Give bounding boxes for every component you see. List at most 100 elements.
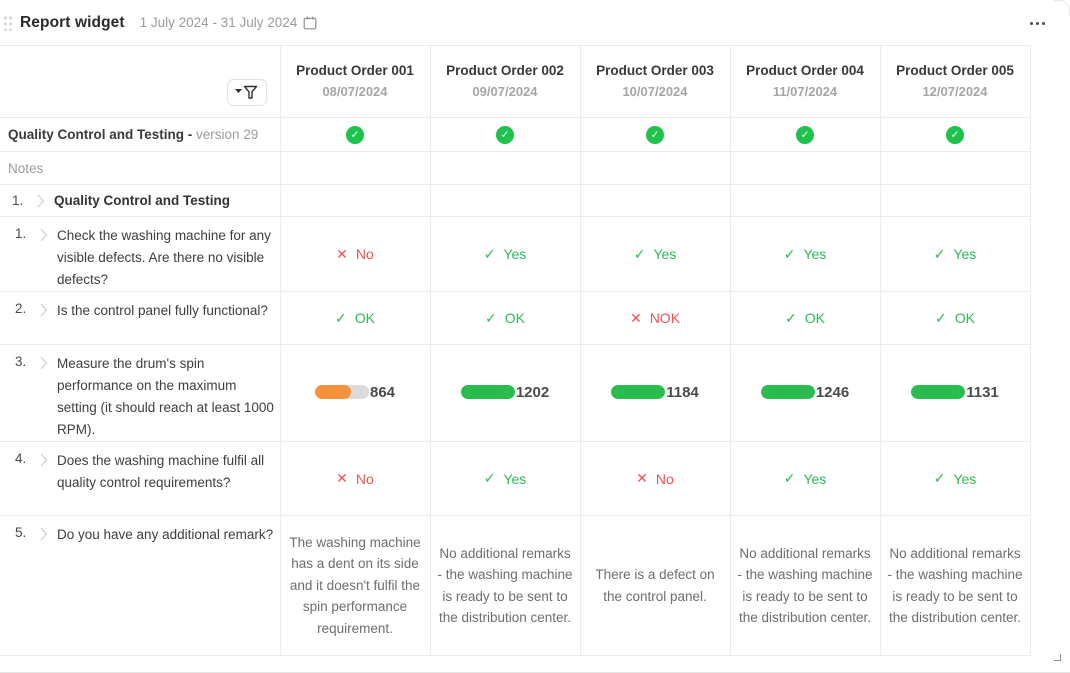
- column-header-name: Product Order 004: [746, 63, 864, 78]
- answer-cell: ✓ OK: [429, 291, 581, 345]
- answer-cell: ✓ Yes: [429, 216, 581, 292]
- status-cell: ✓: [429, 117, 581, 152]
- rpm-bar-cell: 1246: [729, 344, 881, 442]
- cross-icon: ✕: [336, 470, 348, 486]
- check-icon: ✓: [783, 470, 796, 486]
- answer-value: ✓ Yes: [484, 470, 527, 487]
- table-header-row: Product Order 001 08/07/2024 Product Order…: [0, 45, 1031, 118]
- widget-options-button[interactable]: [1027, 19, 1048, 28]
- answer-label: OK: [954, 310, 975, 326]
- column-header-date: 12/07/2024: [922, 84, 988, 99]
- question-expand-chevron-icon[interactable]: [40, 228, 48, 242]
- rpm-value: 864: [369, 383, 396, 401]
- column-header-product-order: Product Order 003 10/07/2024: [579, 45, 731, 118]
- question-text: Does the washing machine fulfil all qual…: [57, 453, 265, 490]
- question-expand-chevron-icon[interactable]: [40, 356, 48, 370]
- answer-label: OK: [504, 310, 525, 326]
- answer-value: ✕ NOK: [630, 310, 680, 327]
- answer-value: ✓ Yes: [784, 470, 827, 487]
- date-range-picker[interactable]: 1 July 2024 - 31 July 2024: [140, 15, 318, 30]
- rpm-bar: 1131: [911, 384, 999, 401]
- resize-handle[interactable]: [1054, 654, 1061, 661]
- check-circle-icon: ✓: [496, 125, 514, 144]
- rpm-value: 1131: [966, 383, 999, 401]
- answer-label: Yes: [803, 470, 827, 487]
- section-empty-cell: [729, 184, 881, 217]
- notes-row: Notes: [0, 151, 1031, 185]
- question-label-cell: 1. Check the washing machine for any visi…: [0, 216, 281, 292]
- remark-text: No additional remarks - the washing mach…: [437, 545, 573, 626]
- answer-label: Yes: [653, 246, 677, 262]
- check-icon: ✓: [483, 470, 496, 486]
- remark-cell: No additional remarks - the washing mach…: [429, 515, 581, 656]
- section-empty-cell: [429, 184, 581, 217]
- notes-label-cell: Notes: [0, 151, 281, 185]
- column-header-date: 11/07/2024: [772, 84, 838, 99]
- check-icon: ✓: [783, 245, 796, 262]
- question-number: 2.: [15, 301, 27, 316]
- answer-label: OK: [354, 310, 375, 326]
- question-number: 5.: [15, 525, 27, 540]
- status-cell: ✓: [579, 117, 731, 152]
- question-flex: 1. Check the washing machine for any visi…: [0, 225, 280, 291]
- filter-button[interactable]: [226, 79, 267, 106]
- check-circle-icon: ✓: [796, 125, 814, 144]
- answer-label: Yes: [953, 470, 977, 487]
- question-text: Check the washing machine for any visibl…: [57, 228, 271, 287]
- rpm-bar-cell: 1202: [429, 344, 581, 442]
- answer-label: Yes: [503, 470, 527, 487]
- question-expand-chevron-icon[interactable]: [40, 527, 48, 541]
- answer-value: ✓ OK: [935, 310, 975, 327]
- question-flex: 5. Do you have any additional remark?: [0, 524, 280, 546]
- check-circle-icon: ✓: [946, 125, 964, 144]
- question-label-cell: 3. Measure the drum's spin performance on…: [0, 344, 281, 442]
- answer-value: ✕ No: [336, 470, 374, 487]
- check-icon: ✓: [633, 245, 646, 262]
- notes-empty-cell: [579, 151, 731, 185]
- answer-label: No: [355, 246, 374, 262]
- column-header-name: Product Order 003: [596, 63, 714, 78]
- rpm-bar: 1246: [760, 383, 850, 401]
- remark-cell: The washing machine has a dent on its si…: [279, 515, 431, 656]
- status-cell: ✓: [729, 117, 881, 152]
- check-icon: ✓: [935, 309, 947, 326]
- question-label-cell: 5. Do you have any additional remark?: [0, 515, 281, 656]
- question-row: 2. Is the control panel fully functional?…: [0, 291, 1031, 345]
- answer-value: ✕ No: [336, 246, 374, 263]
- question-flex: 3. Measure the drum's spin performance on…: [0, 353, 280, 441]
- answer-label: No: [655, 470, 674, 487]
- answer-value: ✕ No: [636, 470, 674, 487]
- column-header-product-order: Product Order 002 09/07/2024: [429, 45, 581, 118]
- check-icon: ✓: [785, 309, 797, 326]
- drag-handle-icon[interactable]: [3, 14, 14, 31]
- rpm-bar-cell: 1184: [579, 344, 731, 442]
- question-expand-chevron-icon[interactable]: [40, 303, 48, 317]
- rpm-bar-track: [460, 385, 515, 400]
- column-header-name: Product Order 005: [896, 63, 1014, 78]
- remark-text: There is a defect on the control panel.: [595, 567, 715, 604]
- answer-label: Yes: [803, 246, 827, 262]
- section-row: 1. Quality Control and Testing: [0, 184, 1031, 217]
- version-row-label-cell: Quality Control and Testing - version 29: [0, 117, 281, 152]
- question-expand-chevron-icon[interactable]: [40, 453, 48, 467]
- question-number: 1.: [15, 226, 27, 241]
- answer-label: OK: [804, 310, 825, 326]
- status-cell: ✓: [279, 117, 431, 152]
- check-icon: ✓: [335, 309, 347, 326]
- rpm-value: 1246: [815, 383, 850, 401]
- answer-cell: ✓ Yes: [879, 216, 1031, 292]
- column-header-name: Product Order 001: [296, 63, 414, 78]
- column-header-product-order: Product Order 004 11/07/2024: [729, 45, 881, 118]
- answer-cell: ✓ Yes: [579, 216, 731, 292]
- section-expand-chevron-icon[interactable]: [37, 194, 45, 208]
- answer-label: Yes: [953, 246, 977, 262]
- status-cell: ✓: [879, 117, 1031, 152]
- answer-value: ✓ Yes: [484, 246, 527, 263]
- cross-icon: ✕: [336, 245, 348, 262]
- answer-value: ✓ OK: [785, 310, 825, 327]
- answer-cell: ✕ No: [279, 441, 431, 516]
- question-text: Measure the drum's spin performance on t…: [57, 356, 274, 437]
- notes-empty-cell: [429, 151, 581, 185]
- notes-empty-cell: [729, 151, 881, 185]
- question-number: 4.: [15, 451, 27, 466]
